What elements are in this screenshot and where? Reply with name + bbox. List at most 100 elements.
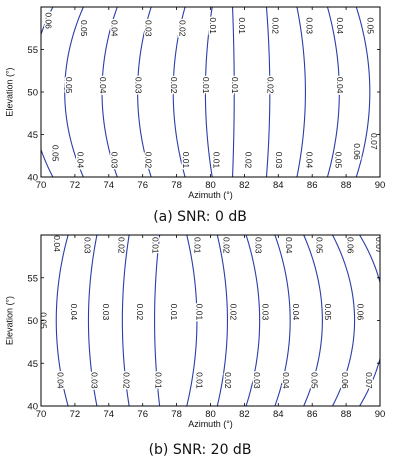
x-axis-label: Azimuth (°) — [188, 190, 233, 200]
x-tick-label: 76 — [137, 180, 148, 191]
contour-label: 0.04 — [110, 20, 120, 37]
contour-label: 0.03 — [133, 77, 143, 94]
y-tick-label: 55 — [27, 45, 38, 56]
caption-a: (a) SNR: 0 dB — [153, 209, 247, 225]
contour-label: 0.03 — [83, 237, 93, 254]
contour-line — [265, 7, 271, 177]
contour-label: 0.03 — [274, 152, 284, 169]
contour-label: 0.06 — [355, 304, 365, 321]
contour-line — [101, 7, 118, 177]
contour-line — [355, 7, 371, 177]
y-tick-label: 40 — [27, 173, 38, 184]
contour-label: 0.04 — [52, 235, 62, 252]
contour-labels: 0.06 0.06 0.05 0.05 0.05 0.04 0.04 0.04 0.03 0.03… — [41, 11, 396, 170]
contour-plot-b: 0.05 0.05 0.04 0.04 0.04 0.03 0.03 0.03 0.02 0.02… — [4, 232, 400, 429]
x-tick-label: 84 — [273, 409, 284, 420]
x-tick-label: 82 — [239, 409, 250, 420]
contour-label: 0.01 — [154, 372, 164, 389]
contour-label: 0.05 — [333, 152, 343, 169]
contour-label: 0.04 — [335, 17, 345, 34]
y-tick-label: 40 — [27, 402, 38, 413]
contour-label: 0.03 — [89, 372, 99, 389]
x-tick-label: 76 — [137, 409, 148, 420]
x-tick-label: 80 — [205, 409, 216, 420]
contour-label: 0.05 — [30, 240, 40, 257]
contour-label: 0.06 — [386, 17, 396, 34]
x-tick-label: 74 — [104, 409, 115, 420]
contour-line — [137, 7, 152, 177]
contour-label: 0.01 — [211, 152, 221, 169]
contour-label: 0.01 — [237, 17, 247, 34]
contour-line — [296, 7, 306, 177]
contour-label: 0.03 — [110, 152, 120, 169]
contour-line — [186, 235, 198, 406]
contour-label: 0.07 — [374, 237, 384, 254]
contour-label: 0.04 — [284, 237, 294, 254]
contour-label: 0.01 — [181, 152, 191, 169]
x-tick-label: 78 — [171, 180, 182, 191]
x-tick-label: 74 — [104, 180, 115, 191]
contour-label: 0.04 — [335, 77, 345, 94]
contour-label: 0.03 — [305, 17, 315, 34]
contour-line — [274, 235, 291, 406]
contour-label: 0.02 — [223, 372, 233, 389]
y-tick-label: 55 — [27, 273, 38, 284]
contour-label: 0.04 — [305, 152, 315, 169]
x-tick-label: 88 — [341, 409, 352, 420]
y-tick-label: 50 — [27, 316, 38, 327]
contour-plot-a: 0.06 0.06 0.05 0.05 0.05 0.04 0.04 0.04 0.03 0.03… — [4, 6, 396, 200]
contour-label: 0.02 — [266, 77, 276, 94]
contour-label: 0.06 — [44, 12, 54, 29]
contour-label: 0.05 — [310, 372, 320, 389]
contour-line — [303, 235, 323, 406]
contour-label: 0.01 — [150, 237, 160, 254]
contour-line — [121, 235, 130, 406]
contour-label: 0.03 — [144, 20, 154, 37]
x-tick-label: 88 — [341, 180, 352, 191]
y-axis-label: Elevation (°) — [4, 296, 14, 345]
contour-label: 0.05 — [366, 17, 376, 34]
contour-label: 0.02 — [177, 20, 187, 37]
contour-label: 0.05 — [38, 312, 48, 329]
contour-line — [204, 7, 213, 177]
contour-label: 0.03 — [260, 304, 270, 321]
contour-line — [326, 7, 340, 177]
contour-label: 0.03 — [254, 237, 264, 254]
contour-label: 0.04 — [281, 372, 291, 389]
y-tick-label: 45 — [27, 359, 38, 370]
contour-label: 0.02 — [271, 17, 281, 34]
contour-label: 0.01 — [230, 77, 240, 94]
contour-label: 0.05 — [79, 20, 89, 37]
contour-label: 0.02 — [169, 77, 179, 94]
x-tick-label: 90 — [375, 409, 386, 420]
contour-lines — [41, 7, 371, 177]
contour-label: 0.06 — [352, 143, 362, 160]
contour-label: 0.07 — [369, 133, 379, 150]
contour-label: 0.02 — [228, 304, 238, 321]
contour-label: 0.05 — [64, 77, 74, 94]
contour-line — [172, 7, 186, 177]
contour-label: 0.02 — [116, 237, 126, 254]
contour-label: 0.05 — [323, 304, 333, 321]
contour-label: 0.02 — [135, 304, 145, 321]
x-tick-label: 80 — [205, 180, 216, 191]
contour-label: 0.07 — [364, 372, 374, 389]
contour-line — [87, 235, 98, 406]
contour-label: 0.04 — [55, 372, 65, 389]
contour-line — [384, 232, 400, 410]
contour-line — [64, 7, 84, 177]
contour-label: 0.04 — [69, 304, 79, 321]
contour-label: 0.08 — [379, 391, 389, 408]
x-tick-label: 72 — [70, 180, 81, 191]
contour-lines — [41, 232, 400, 410]
caption-b: (b) SNR: 20 dB — [148, 442, 252, 458]
contour-label: 0.05 — [50, 145, 60, 162]
contour-line — [55, 235, 69, 406]
contour-label: 0.02 — [122, 372, 132, 389]
contour-label: 0.02 — [244, 152, 254, 169]
contour-label: 0.01 — [193, 237, 203, 254]
contour-label: 0.01 — [194, 372, 204, 389]
contour-line — [216, 235, 229, 406]
y-axis-label: Elevation (°) — [4, 67, 14, 116]
